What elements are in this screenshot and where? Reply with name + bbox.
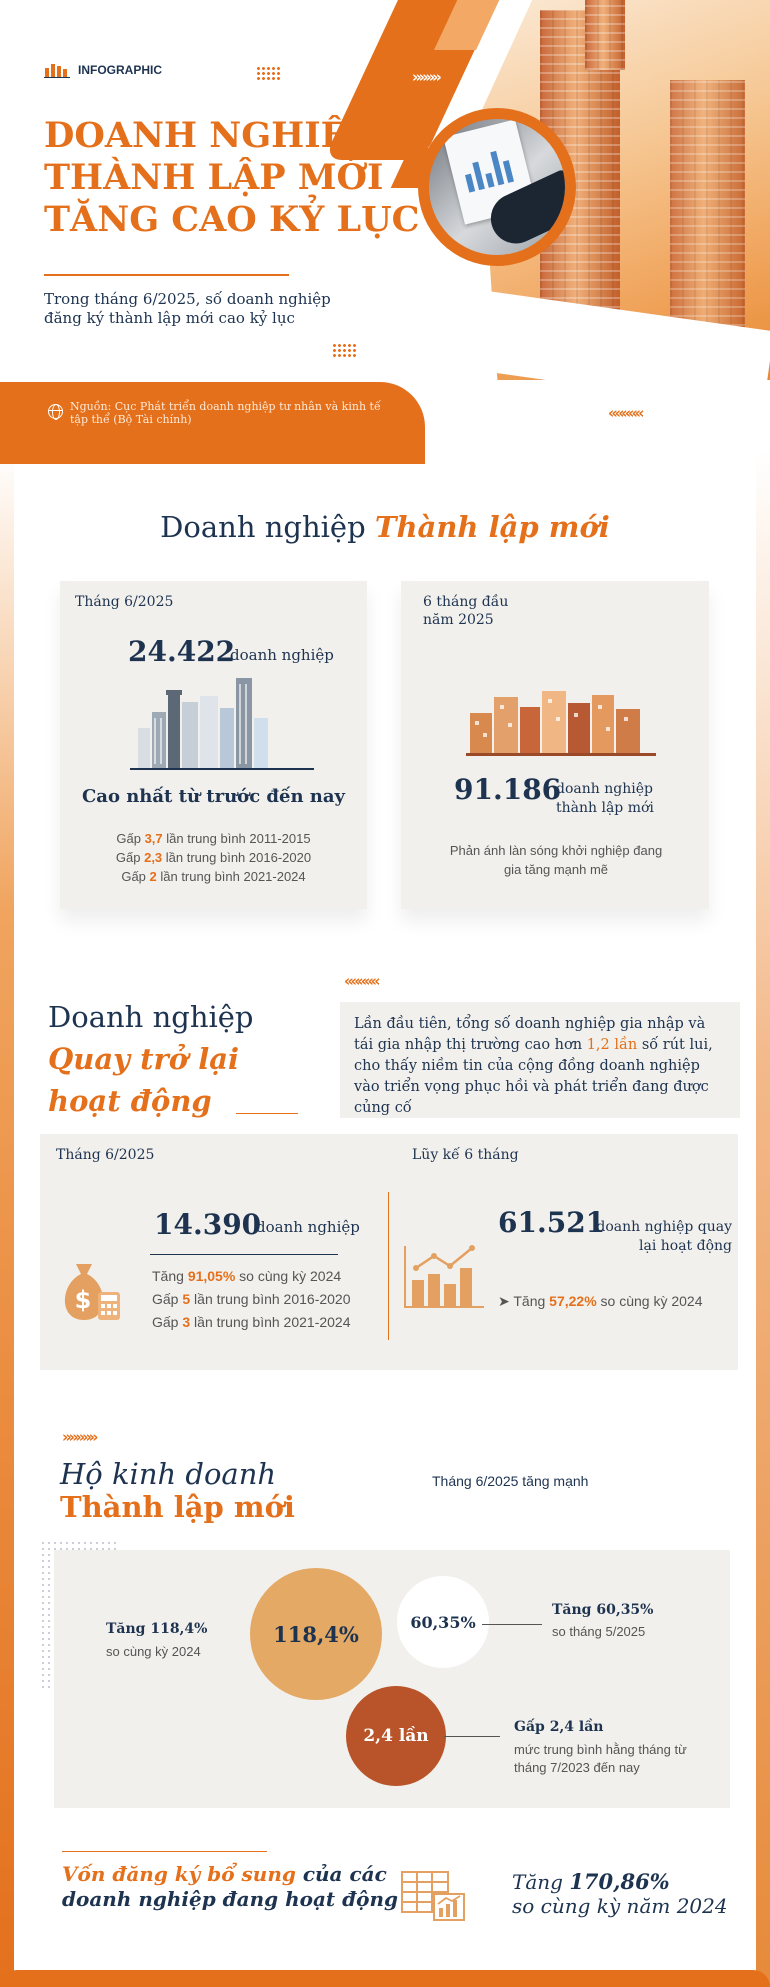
comparison-line: Gấp 3,7 lần trung bình 2011-2015 [116, 831, 311, 846]
circle-2-4-note: mức trung bình hằng tháng từ tháng 7/202… [514, 1742, 687, 1775]
page-subtitle: Trong tháng 6/2025, số doanh nghiệp đăng… [44, 290, 331, 327]
brand-label: INFOGRAPHIC [78, 63, 162, 77]
card-half-year-note: Phản ánh làn sóng khởi nghiệp đang gia t… [449, 843, 663, 877]
brand: INFOGRAPHIC [44, 62, 162, 78]
section2-title-line: Quay trở lại [48, 1042, 240, 1076]
chevrons-right-icon: »»»» [412, 68, 442, 86]
chevrons-right-icon: »»»»» [62, 1428, 98, 1446]
city-buildings-icon [130, 678, 314, 770]
title-rule [44, 274, 289, 276]
circle-60-label: Tăng 60,35% [552, 1602, 654, 1618]
section2-rule [236, 1113, 298, 1114]
source-band [0, 382, 425, 464]
section2-right-value: 61.521 [498, 1206, 606, 1239]
globe-icon [48, 404, 63, 420]
section2-left-line: Gấp 5 lần trung bình 2016-2020 [152, 1291, 351, 1307]
title-line: TĂNG CAO KỶ LỤC [44, 199, 420, 240]
footer-right-text: Tăng 170,86% so cùng kỳ năm 2024 [512, 1869, 728, 1919]
circle-2-4-label: Gấp 2,4 lần [514, 1719, 604, 1735]
section2-right-unit: doanh nghiệp quay lại hoạt động [596, 1219, 732, 1254]
spreadsheet-chart-icon [401, 1871, 465, 1921]
section1-title-plain: Doanh nghiệp [160, 510, 366, 544]
card-month-label: Tháng 6/2025 [75, 594, 174, 610]
section2-left-line: Gấp 3 lần trung bình 2021-2024 [152, 1314, 351, 1330]
section1-title: Doanh nghiệp Thành lập mới [0, 510, 770, 544]
card-month-unit: doanh nghiệp [230, 646, 334, 664]
building-logo-icon [44, 64, 70, 78]
section2-panel [40, 1134, 738, 1370]
section2-note: Lần đầu tiên, tổng số doanh nghiệp gia n… [340, 1002, 740, 1118]
card-half-year-label: 6 tháng đầu năm 2025 [423, 594, 509, 628]
section2-right-label: Lũy kế 6 tháng [412, 1147, 519, 1163]
right-gradient-bar [756, 450, 770, 1987]
title-line: THÀNH LẬP MỚI [44, 157, 384, 198]
section3-title-line: Thành lập mới [60, 1490, 295, 1524]
comparison-line: Gấp 2,3 lần trung bình 2016-2020 [115, 850, 312, 865]
skyscraper-image [480, 0, 770, 380]
section2-title-line: hoạt động [48, 1084, 212, 1118]
section3-subtitle: Tháng 6/2025 tăng mạnh [432, 1473, 589, 1489]
section2-divider [388, 1192, 389, 1340]
page-title: DOANH NGHIỆP THÀNH LẬP MỚI TĂNG CAO KỶ L… [44, 115, 420, 241]
circle-60: 60,35% [397, 1576, 489, 1668]
section2-left-label: Tháng 6/2025 [56, 1147, 155, 1163]
section2-right-line: ➤ Tăng 57,22% so cùng kỳ 2024 [498, 1293, 703, 1309]
card-month-comparisons: Gấp 3,7 lần trung bình 2011-2015 Gấp 2,3… [60, 829, 367, 886]
chevrons-left-icon: ««««« [608, 404, 644, 422]
leader-line [444, 1736, 500, 1737]
left-gradient-bar [0, 450, 14, 1987]
circle-60-note: so tháng 5/2025 [552, 1624, 646, 1639]
chevrons-left-icon: ««««« [344, 972, 380, 990]
section2-left-rule [150, 1254, 338, 1255]
card-half-year-value: 91.186 [454, 773, 562, 806]
section3-title: Hộ kinh doanh Thành lập mới [60, 1458, 295, 1524]
footer-rule [62, 1851, 267, 1852]
footer-band [0, 1970, 770, 1987]
section2-left-line: Tăng 91,05% so cùng kỳ 2024 [152, 1268, 342, 1284]
source-note: Nguồn: Cục Phát triển doanh nghiệp tư nh… [70, 400, 381, 426]
circle-118-label: Tăng 118,4% [106, 1621, 208, 1637]
business-chart-photo [429, 119, 565, 255]
money-bag-icon: $ [64, 1264, 120, 1320]
comparison-line: Gấp 2 lần trung bình 2021-2024 [121, 869, 306, 884]
decor-dots [256, 66, 280, 80]
leader-line [482, 1624, 542, 1625]
svg-text:$: $ [75, 1286, 92, 1314]
title-line: DOANH NGHIỆP [44, 115, 374, 156]
section1-title-emph: Thành lập mới [374, 510, 610, 544]
section2-title: Doanh nghiệp Quay trở lại hoạt động [48, 996, 254, 1122]
section2-left-value: 14.390 [154, 1208, 262, 1241]
card-month-headline: Cao nhất từ trước đến nay [81, 786, 346, 807]
section2-title-line: Doanh nghiệp [48, 1000, 254, 1034]
circle-118: 118,4% [250, 1568, 382, 1700]
circle-118-note: so cùng kỳ 2024 [106, 1644, 201, 1659]
card-half-year-unit: doanh nghiệp thành lập mới [556, 781, 654, 816]
section3-title-line: Hộ kinh doanh [60, 1457, 277, 1491]
bar-chart-icon [404, 1245, 484, 1308]
decor-dots [332, 343, 356, 357]
footer-left-text: Vốn đăng ký bổ sung của các doanh nghiệp… [62, 1862, 398, 1911]
section2-left-unit: doanh nghiệp [256, 1218, 360, 1236]
circle-2-4: 2,4 lần [346, 1686, 446, 1786]
city-buildings-icon [466, 691, 656, 756]
card-month-value: 24.422 [128, 635, 236, 668]
